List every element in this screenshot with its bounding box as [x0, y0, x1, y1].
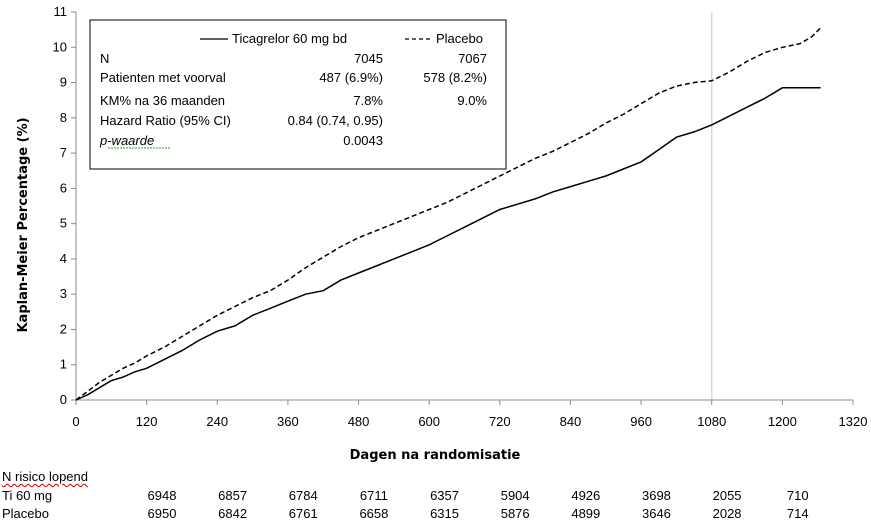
legend-row-placebo: 7067 [458, 51, 487, 66]
x-tick-label: 600 [418, 414, 440, 429]
y-tick-label: 6 [60, 180, 67, 195]
series-ticagrelor-line [75, 87, 821, 401]
risk-row-label: Placebo [2, 506, 49, 521]
risk-value: 3646 [641, 506, 671, 521]
risk-value: 6357 [430, 488, 459, 503]
legend-ticagrelor: Ticagrelor 60 mg bd [232, 31, 347, 46]
risk-value: 4899 [571, 506, 601, 521]
x-tick-label: 360 [277, 414, 299, 429]
legend-box: Ticagrelor 60 mg bd Placebo N 7045 7067 … [89, 19, 507, 170]
y-tick-label: 5 [60, 216, 67, 231]
risk-value: 6761 [288, 506, 318, 521]
y-tick-label: 1 [60, 357, 67, 372]
risk-value: 5876 [500, 506, 530, 521]
risk-value: 2055 [712, 488, 742, 503]
risk-value: 3698 [641, 488, 671, 503]
y-tick-label: 11 [54, 4, 68, 19]
y-tick-label: 9 [60, 75, 67, 90]
legend-row-n: N 7045 7067 [100, 51, 487, 66]
legend-row-ticagrelor: 487 (6.9%) [319, 70, 383, 85]
x-tick-label: 1320 [839, 414, 868, 429]
legend-row-label: KM% na 36 maanden [100, 93, 225, 108]
risk-row-label: Ti 60 mg [2, 488, 53, 503]
x-tick-label: 1080 [697, 414, 726, 429]
legend-row-km: KM% na 36 maanden 7.8% 9.0% [100, 93, 487, 108]
y-tick-label: 4 [60, 251, 67, 266]
legend-row-placebo: 578 (8.2%) [423, 70, 487, 85]
y-tick-label: 2 [60, 321, 67, 336]
risk-value: 2028 [712, 506, 742, 521]
legend-row-ticagrelor: 0.0043 [343, 133, 383, 148]
risk-row-placebo: Placebo 6950 6842 6761 6658 6315 5876 4899 3646… [2, 506, 862, 522]
y-tick-label: 7 [60, 145, 67, 160]
y-tick-label: 3 [60, 286, 67, 301]
y-tick-label: 10 [53, 39, 67, 54]
risk-value: 6658 [359, 506, 389, 521]
risk-value: 6784 [288, 488, 318, 503]
x-tick-label: 0 [72, 414, 79, 429]
y-axis-label: Kaplan-Meier Percentage (%) [16, 117, 31, 332]
risk-value: 6842 [218, 506, 248, 521]
risk-table-title: N risico lopend [2, 469, 88, 484]
risk-value: 4926 [571, 488, 601, 503]
x-tick-label: 960 [630, 414, 652, 429]
legend-row-label: Hazard Ratio (95% CI) [100, 113, 231, 128]
risk-value: 710 [786, 488, 809, 503]
legend-row-ticagrelor: 0.84 (0.74, 0.95) [288, 113, 383, 128]
risk-value: 6711 [359, 488, 388, 503]
legend-placebo: Placebo [436, 31, 483, 46]
legend-row-label: Patienten met voorval [100, 70, 226, 85]
legend-row-events: Patienten met voorval 487 (6.9%) 578 (8.… [100, 70, 487, 85]
x-tick-label: 840 [560, 414, 582, 429]
risk-value: 6857 [218, 488, 248, 503]
legend-row-label: p-waarde [99, 133, 154, 148]
legend-row-ticagrelor: 7.8% [353, 93, 383, 108]
risk-value: 6950 [147, 506, 177, 521]
kaplan-meier-chart: 0 1 2 3 4 5 6 7 8 9 10 11 0 120 240 360 480 600 720 840 960 1… [16, 4, 868, 463]
x-tick-label: 120 [136, 414, 158, 429]
risk-value: 6948 [147, 488, 177, 503]
legend-row-hr: Hazard Ratio (95% CI) 0.84 (0.74, 0.95) [100, 113, 383, 128]
y-tick-label: 8 [60, 110, 67, 125]
risk-value: 714 [786, 506, 809, 521]
legend-row-p: p-waarde 0.0043 [99, 133, 383, 149]
series-layer [75, 27, 822, 401]
x-tick-label: 480 [348, 414, 370, 429]
x-tick-label: 240 [206, 414, 228, 429]
risk-value: 6315 [430, 506, 459, 521]
legend-row-label: N [100, 51, 109, 66]
risk-value: 5904 [500, 488, 530, 503]
x-tick-label: 720 [489, 414, 511, 429]
series-placebo-line [75, 27, 822, 401]
x-axis-label: Dagen na randomisatie [350, 448, 521, 463]
legend-row-ticagrelor: 7045 [354, 51, 383, 66]
risk-row-ticagrelor: Ti 60 mg 6948 6857 6784 6711 6357 5904 4926 369… [2, 488, 862, 504]
y-tick-label: 0 [60, 392, 67, 407]
x-tick-label: 1200 [768, 414, 797, 429]
legend-row-placebo: 9.0% [457, 93, 487, 108]
axes: 0 1 2 3 4 5 6 7 8 9 10 11 0 120 240 360 480 600 720 840 960 1… [53, 4, 868, 429]
